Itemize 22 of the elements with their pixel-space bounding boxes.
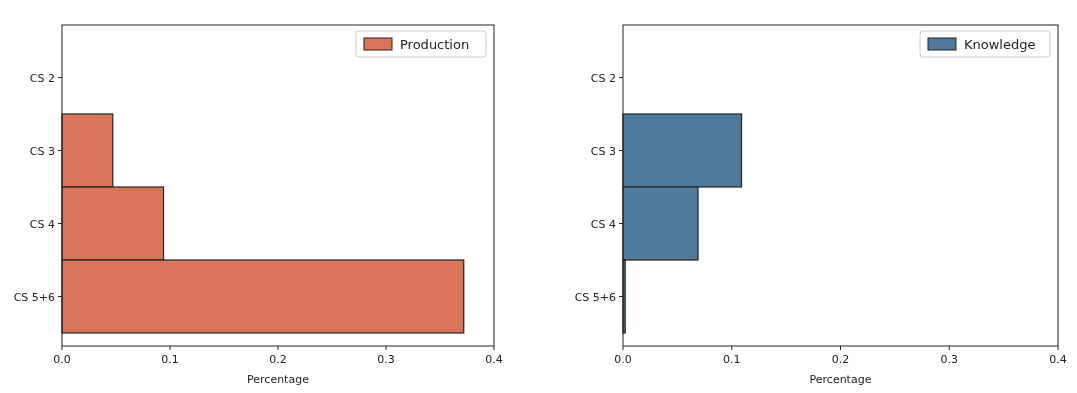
x-tick-label: 0.3 [377,353,395,366]
x-tick-label: 0.0 [53,353,71,366]
x-axis-title: Percentage [809,373,872,386]
y-tick-label: CS 2 [590,71,616,85]
y-tick-label: CS 3 [590,144,616,158]
x-axis-title: Percentage [247,373,310,386]
y-tick-label: CS 3 [29,144,55,158]
x-tick-label: 0.0 [614,353,632,366]
y-tick-label: CS 4 [590,217,616,231]
x-tick-label: 0.3 [940,353,958,366]
legend-label: Knowledge [964,37,1036,52]
x-tick-label: 0.2 [831,353,850,366]
y-tick-label: CS 5+6 [574,290,616,304]
y-tick-label: CS 2 [29,71,55,85]
x-tick-label: 0.2 [269,353,287,366]
legend-label: Production [400,37,470,52]
x-tick-label: 0.4 [485,353,503,366]
x-tick-label: 0.4 [1049,353,1067,366]
y-tick-label: CS 4 [29,217,55,231]
x-tick-label: 0.1 [161,353,179,366]
x-tick-label: 0.1 [723,353,741,366]
y-tick-label: CS 5+6 [13,290,55,304]
